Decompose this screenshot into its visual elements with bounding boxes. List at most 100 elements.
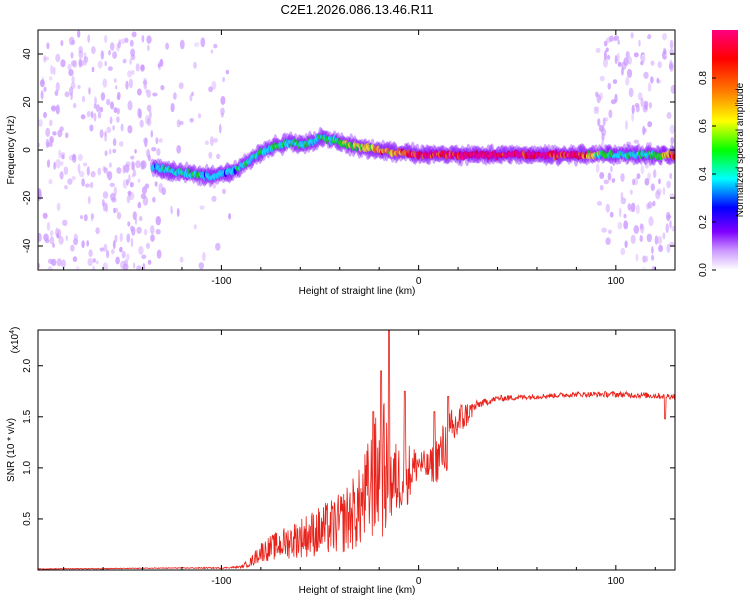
heatmap-noise-cell (669, 124, 675, 135)
heatmap-noise-cell (96, 104, 100, 113)
heatmap-noise-cell (126, 253, 130, 261)
heatmap-noise-cell (119, 246, 123, 253)
heatmap-noise-cell (131, 31, 137, 38)
heatmap-noise-cell (155, 30, 158, 37)
heatmap-noise-cell (88, 249, 93, 257)
heatmap-noise-cell (138, 108, 142, 119)
heatmap-noise-cell (164, 247, 169, 252)
svg-text:(x104): (x104) (9, 327, 21, 354)
heatmap-noise-cell (77, 30, 81, 38)
heatmap-noise-cell (83, 162, 88, 167)
heatmap-noise-cell (165, 42, 170, 50)
heatmap-noise-cell (597, 118, 601, 127)
colorbar-gradient (712, 30, 738, 270)
heatmap-noise-cell (595, 163, 600, 174)
heatmap-noise-cell (618, 207, 622, 218)
heatmap-noise-cell (113, 78, 117, 83)
heatmap-noise-cell (52, 131, 57, 136)
heatmap-noise-cell (669, 220, 672, 229)
heatmap-noise-cell (647, 201, 653, 209)
heatmap-noise-cell (654, 235, 659, 245)
heatmap-noise-cell (113, 186, 117, 197)
heatmap-noise-cell (117, 41, 122, 49)
heatmap-noise-cell (73, 233, 79, 241)
heatmap-noise-cell (662, 232, 666, 240)
snr-x-label: Height of straight line (km) (299, 585, 416, 596)
heatmap-noise-cell (129, 58, 132, 65)
heatmap-noise-cell (640, 97, 644, 108)
heatmap-noise-cell (140, 193, 146, 200)
heatmap-noise-cell (195, 39, 200, 49)
heatmap-noise-cell (159, 58, 164, 67)
heatmap-noise-cell (656, 145, 661, 150)
heatmap-noise-cell (81, 240, 85, 249)
heatmap-noise-cell (102, 262, 108, 270)
heatmap-noise-cell (635, 105, 640, 113)
heatmap-noise-cell (612, 79, 618, 84)
heatmap-noise-cell (631, 104, 635, 114)
heatmap-noise-cell (46, 221, 51, 231)
heatmap-noise-cell (224, 38, 228, 48)
heatmap-noise-cell (134, 217, 138, 225)
spectrogram-y-tick-label: 40 (22, 48, 33, 60)
heatmap-noise-cell (62, 219, 68, 226)
spectrogram-y-tick-label: 0 (22, 147, 33, 153)
heatmap-noise-cell (128, 174, 131, 183)
heatmap-noise-cell (630, 234, 636, 244)
heatmap-noise-cell (45, 127, 51, 137)
heatmap-noise-cell (142, 263, 146, 270)
heatmap-noise-cell (176, 145, 182, 154)
heatmap-noise-cell (112, 240, 116, 250)
colorbar-tick-label: 0.4 (698, 167, 709, 181)
heatmap-noise-cell (114, 234, 118, 243)
heatmap-noise-cell (64, 91, 70, 98)
heatmap-noise-cell (656, 79, 662, 84)
heatmap-noise-cell (49, 229, 54, 237)
heatmap-noise-cell (41, 76, 45, 85)
heatmap-noise-cell (48, 179, 53, 185)
heatmap-noise-cell (620, 247, 626, 256)
heatmap-noise-cell (95, 260, 99, 265)
heatmap-noise-cell (71, 75, 75, 84)
heatmap-noise-cell (605, 237, 611, 245)
heatmap-noise-cell (127, 125, 133, 134)
heatmap-noise-cell (127, 100, 133, 111)
heatmap-noise-cell (55, 53, 61, 63)
heatmap-noise-cell (155, 137, 159, 145)
heatmap-noise-cell (99, 106, 104, 113)
heatmap-noise-cell (127, 221, 131, 227)
heatmap-noise-cell (83, 214, 88, 222)
heatmap-noise-cell (91, 66, 95, 73)
snr-x-tick-label: 0 (416, 576, 422, 587)
heatmap-noise-cell (200, 37, 206, 48)
heatmap-noise-cell (80, 114, 86, 120)
heatmap-noise-cell (179, 39, 185, 50)
heatmap-noise-cell (77, 84, 81, 90)
heatmap-noise-cell (662, 186, 666, 196)
heatmap-noise-cell (163, 203, 169, 212)
heatmap-noise-cell (659, 160, 663, 166)
heatmap-noise-cell (138, 246, 144, 255)
heatmap-noise-cell (633, 52, 639, 58)
heatmap-noise-cell (137, 178, 141, 183)
colorbar-tick-label: 0.0 (698, 263, 709, 277)
heatmap-noise-cell (131, 69, 135, 75)
heatmap-noise-cell (60, 40, 64, 47)
figure-title: C2E1.2026.086.13.46.R11 (281, 2, 434, 17)
heatmap-noise-cell (633, 225, 640, 234)
heatmap-noise-cell (655, 190, 661, 200)
heatmap-noise-cell (634, 177, 638, 186)
heatmap-noise-cell (152, 196, 156, 203)
heatmap-noise-cell (199, 205, 205, 210)
heatmap-noise-cell (158, 138, 163, 143)
heatmap-noise-cell (670, 84, 675, 94)
heatmap-noise-cell (110, 101, 114, 110)
heatmap-noise-cell (220, 59, 226, 69)
heatmap-noise-cell (648, 102, 653, 109)
heatmap-noise-cell (212, 180, 217, 189)
heatmap-noise-cell (198, 262, 204, 270)
heatmap-noise-cell (596, 94, 601, 104)
heatmap-noise-cell (77, 163, 81, 174)
heatmap-noise-cell (653, 169, 657, 179)
